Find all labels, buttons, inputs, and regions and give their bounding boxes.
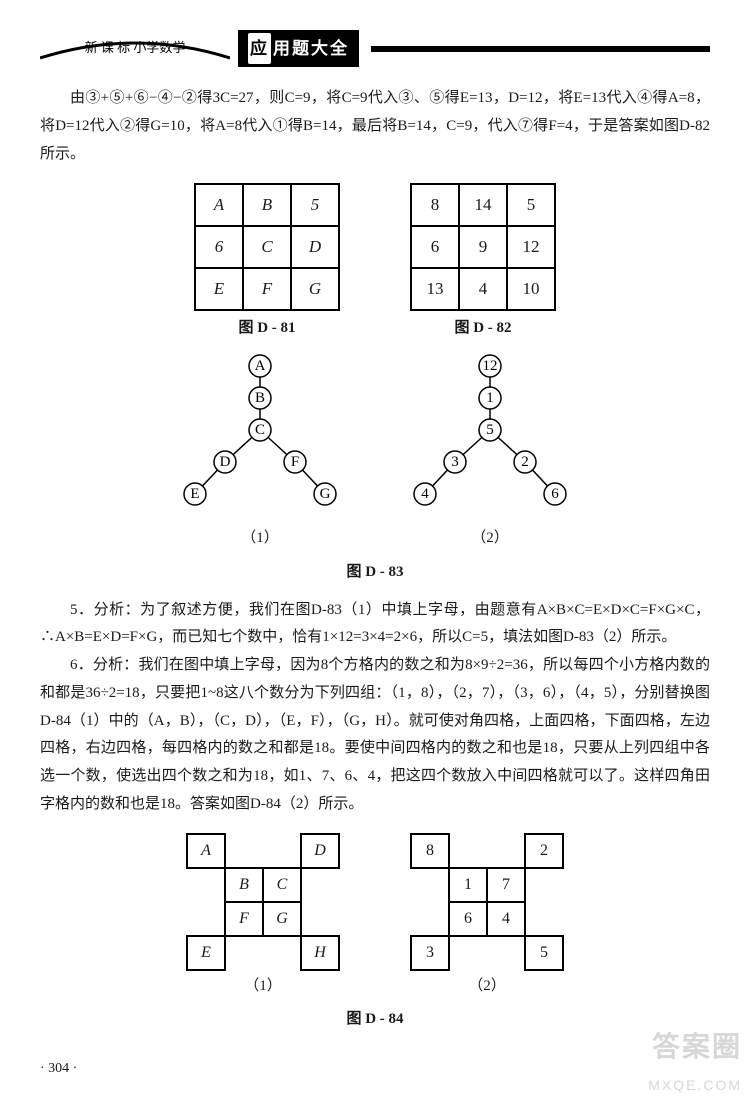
svg-text:B: B xyxy=(255,390,265,406)
figure-d81: AB5 6CD EFG 图 D - 81 xyxy=(194,183,340,343)
page-header: 新 课 标 小学数学 应 用题大全 xyxy=(40,30,710,67)
figure-d82: 8145 6912 13410 图 D - 82 xyxy=(410,183,556,343)
figure-row-cross: AD BC FG EH （1） 82 17 64 35 （2） xyxy=(40,833,710,1001)
svg-text:5: 5 xyxy=(486,422,494,438)
header-rule xyxy=(371,46,710,52)
caption-d84: 图 D - 84 xyxy=(40,1006,710,1034)
svg-text:C: C xyxy=(255,422,265,438)
header-title-box: 应 用题大全 xyxy=(238,30,359,67)
tree-2: 12 1 5 3 2 4 6 （2） xyxy=(400,352,580,553)
header-box-text: 用题大全 xyxy=(273,33,349,64)
caption-d82: 图 D - 82 xyxy=(410,315,556,343)
svg-text:F: F xyxy=(291,454,299,470)
svg-text:E: E xyxy=(190,486,199,502)
svg-text:A: A xyxy=(255,358,266,374)
svg-text:4: 4 xyxy=(421,486,429,502)
page-number: · 304 · xyxy=(40,1056,710,1082)
svg-text:1: 1 xyxy=(486,390,494,406)
cross-table-2: 82 17 64 35 xyxy=(410,833,564,971)
svg-text:G: G xyxy=(320,486,331,502)
cross-2: 82 17 64 35 （2） xyxy=(410,833,564,1001)
tree2-sub: （2） xyxy=(400,525,580,553)
grid-d82: 8145 6912 13410 xyxy=(410,183,556,311)
caption-d83: 图 D - 83 xyxy=(40,559,710,587)
header-lead-char: 应 xyxy=(248,33,271,64)
svg-text:2: 2 xyxy=(521,454,529,470)
paragraph-5: 5．分析：为了叙述方便，我们在图D-83（1）中填上字母，由题意有A×B×C=E… xyxy=(40,597,710,653)
header-arc-text: 新 课 标 小学数学 xyxy=(85,40,186,55)
svg-text:12: 12 xyxy=(483,358,498,374)
header-arc: 新 课 标 小学数学 xyxy=(40,36,230,62)
caption-d81: 图 D - 81 xyxy=(194,315,340,343)
grid-d81: AB5 6CD EFG xyxy=(194,183,340,311)
tree1-sub: （1） xyxy=(170,525,350,553)
paragraph-6: 6．分析：我们在图中填上字母，因为8个方格内的数之和为8×9÷2=36，所以每四… xyxy=(40,652,710,819)
cross1-sub: （1） xyxy=(186,973,340,1001)
figure-row-grids: AB5 6CD EFG 图 D - 81 8145 6912 13410 图 D… xyxy=(40,183,710,343)
cross2-sub: （2） xyxy=(410,973,564,1001)
tree-svg-1: ABC D F E G xyxy=(170,352,350,512)
figure-row-trees: ABC D F E G （1） 12 1 5 3 2 4 6 （2） xyxy=(40,352,710,553)
svg-text:6: 6 xyxy=(551,486,559,502)
cross-table-1: AD BC FG EH xyxy=(186,833,340,971)
svg-text:3: 3 xyxy=(451,454,459,470)
tree-1: ABC D F E G （1） xyxy=(170,352,350,553)
tree-svg-2: 12 1 5 3 2 4 6 xyxy=(400,352,580,512)
cross-1: AD BC FG EH （1） xyxy=(186,833,340,1001)
paragraph-solution-intro: 由③+⑤+⑥−④−②得3C=27，则C=9，将C=9代入③、⑤得E=13，D=1… xyxy=(40,85,710,168)
svg-text:D: D xyxy=(220,454,231,470)
